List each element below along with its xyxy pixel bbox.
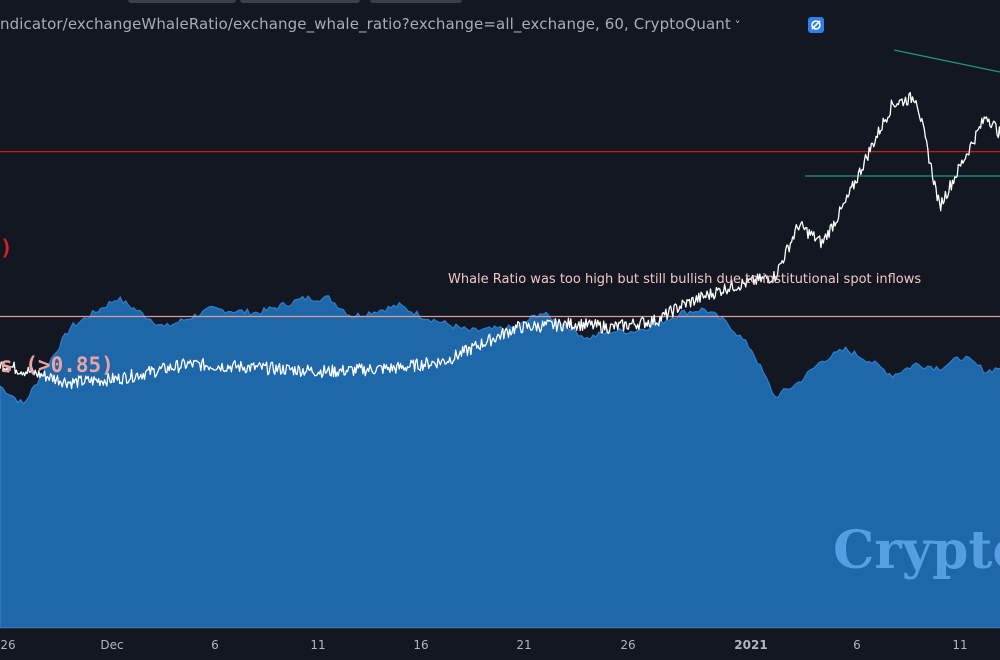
price-line [0, 91, 1000, 390]
symbol-header[interactable]: ndicator/exchangeWhaleRatio/exchange_wha… [0, 15, 741, 33]
sync-icon[interactable] [808, 17, 824, 33]
top-tab-3[interactable] [370, 0, 462, 3]
top-tab-2[interactable] [240, 0, 360, 3]
x-axis-bar [0, 628, 1000, 660]
symbol-text[interactable]: ndicator/exchangeWhaleRatio/exchange_wha… [0, 15, 731, 33]
price-series-group [0, 91, 1000, 390]
x-axis-group: 26 Dec 6 11 16 21 26 2021 6 11 [0, 628, 1000, 660]
x-tick-label-7: 2021 [734, 638, 767, 652]
x-tick-label-4: 16 [413, 638, 428, 652]
watermark-logo: Crypto [833, 520, 1000, 581]
pink-level-label: s (>0.85) [0, 353, 114, 377]
x-tick-label-5: 21 [516, 638, 531, 652]
x-tick-label-6: 26 [620, 638, 635, 652]
top-tab-1[interactable] [128, 0, 236, 3]
red-level-label: ) [0, 236, 13, 260]
x-tick-label-8: 6 [853, 638, 861, 652]
x-tick-label-0: 26 [0, 638, 15, 652]
x-tick-label-3: 11 [310, 638, 325, 652]
chevron-down-icon[interactable]: ˅ [734, 19, 741, 32]
x-tick-label-2: 6 [211, 638, 219, 652]
x-tick-label-1: Dec [100, 638, 123, 652]
level-lines-group [0, 49, 1000, 318]
whale-ratio-area [0, 294, 1000, 629]
upper-trendline [893, 49, 1000, 73]
x-tick-label-9: 11 [952, 638, 967, 652]
area-series-group [0, 294, 1000, 629]
annotation-text: Whale Ratio was too high but still bulli… [448, 272, 922, 287]
